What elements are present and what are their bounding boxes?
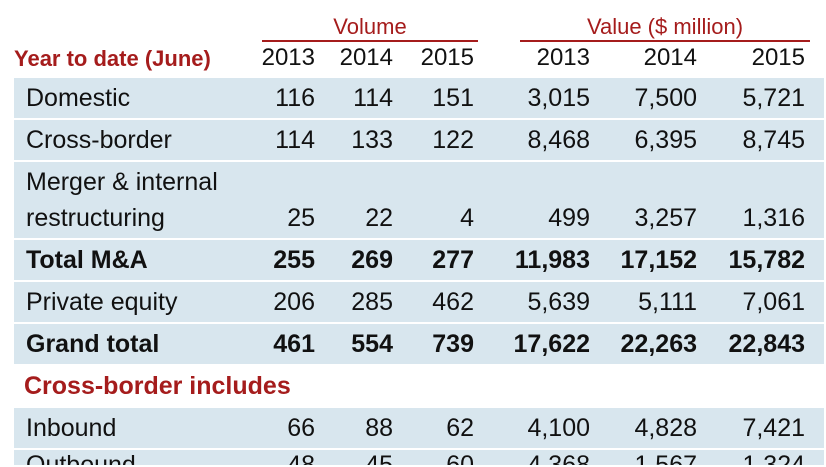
- cell: 114: [353, 84, 393, 112]
- cell: 5,639: [527, 288, 590, 316]
- cell: 151: [432, 84, 474, 112]
- cell: 1,567: [634, 451, 697, 467]
- year-col-3: 2015: [420, 44, 474, 71]
- cell: 277: [432, 246, 474, 274]
- cell: 1,324: [742, 451, 805, 467]
- section-label: Cross-border includes: [24, 372, 291, 400]
- cell: 60: [446, 451, 474, 467]
- cell: 499: [548, 204, 590, 232]
- year-col-6: 2015: [751, 44, 805, 71]
- year-col-5: 2014: [643, 44, 697, 71]
- cell: 133: [351, 126, 393, 154]
- table-row: Cross-border 114 133 122 8,468 6,395 8,7…: [14, 120, 824, 162]
- cell: 62: [446, 414, 474, 442]
- cell: 206: [273, 288, 315, 316]
- cell: 8,745: [742, 126, 805, 154]
- cell: 1,316: [742, 204, 805, 232]
- year-header-row: Year to date (June) 2013 2014 2015 2013 …: [0, 44, 826, 76]
- value-underline: [520, 40, 810, 42]
- cell: 22: [365, 204, 393, 232]
- cell: 116: [275, 84, 315, 112]
- table-row: Merger & internal restructuring 25 22 4 …: [14, 162, 824, 240]
- row-label-line1: Merger & internal: [26, 168, 218, 196]
- section-header-cross-border-includes: Cross-border includes: [14, 366, 824, 408]
- row-label: Grand total: [26, 330, 160, 358]
- row-label: Private equity: [26, 288, 178, 316]
- row-label-line2: restructuring: [26, 204, 165, 232]
- cut-off-title-strip: [0, 0, 826, 10]
- cell: 4,828: [634, 414, 697, 442]
- cell: 25: [287, 204, 315, 232]
- cell: 5,111: [638, 288, 697, 316]
- row-label: Inbound: [26, 414, 117, 442]
- table-row: Domestic 116 114 151 3,015 7,500 5,721: [14, 78, 824, 120]
- year-col-1: 2013: [261, 44, 315, 71]
- cell: 269: [351, 246, 393, 274]
- cell: 7,421: [742, 414, 805, 442]
- cell: 88: [365, 414, 393, 442]
- cell: 22,843: [728, 330, 805, 358]
- cell: 4,368: [527, 451, 590, 467]
- row-label: Total M&A: [26, 246, 148, 274]
- cell: 8,468: [527, 126, 590, 154]
- table-row-grand-total: Grand total 461 554 739 17,622 22,263 22…: [14, 324, 824, 366]
- cell: 6,395: [634, 126, 697, 154]
- cell: 255: [273, 246, 315, 274]
- cell: 5,721: [742, 84, 805, 112]
- cell: 66: [287, 414, 315, 442]
- row-label: Outbound: [26, 451, 136, 467]
- cell: 122: [432, 126, 474, 154]
- table-row-total-ma: Total M&A 255 269 277 11,983 17,152 15,7…: [14, 240, 824, 282]
- row-label: Domestic: [26, 84, 131, 112]
- row-label: Cross-border: [26, 126, 172, 154]
- row-header-label: Year to date (June): [14, 46, 211, 71]
- cell: 285: [351, 288, 393, 316]
- cell: 45: [365, 451, 393, 467]
- table-row: Private equity 206 285 462 5,639 5,111 7…: [14, 282, 824, 324]
- cell: 4,100: [527, 414, 590, 442]
- volume-header: Volume: [262, 14, 478, 44]
- cell: 554: [351, 330, 393, 358]
- cell: 15,782: [728, 246, 805, 274]
- cell: 11,983: [514, 246, 590, 274]
- year-col-4: 2013: [536, 44, 590, 71]
- cell: 7,500: [634, 84, 697, 112]
- cell: 48: [287, 451, 315, 467]
- cell: 114: [275, 126, 315, 154]
- cell: 17,152: [620, 246, 697, 274]
- table-row-partial: Outbound 48 45 60 4,368 1,567 1,324: [14, 450, 824, 467]
- cell: 17,622: [513, 330, 590, 358]
- cell: 461: [273, 330, 315, 358]
- year-col-2: 2014: [339, 44, 393, 71]
- cell: 739: [432, 330, 474, 358]
- cell: 3,257: [634, 204, 697, 232]
- cell: 3,015: [527, 84, 590, 112]
- cell: 4: [460, 204, 474, 232]
- table-row: Inbound 66 88 62 4,100 4,828 7,421: [14, 408, 824, 450]
- cell: 7,061: [742, 288, 805, 316]
- value-header: Value ($ million): [520, 14, 810, 44]
- cell: 462: [432, 288, 474, 316]
- cell: 22,263: [620, 330, 697, 358]
- volume-underline: [262, 40, 478, 42]
